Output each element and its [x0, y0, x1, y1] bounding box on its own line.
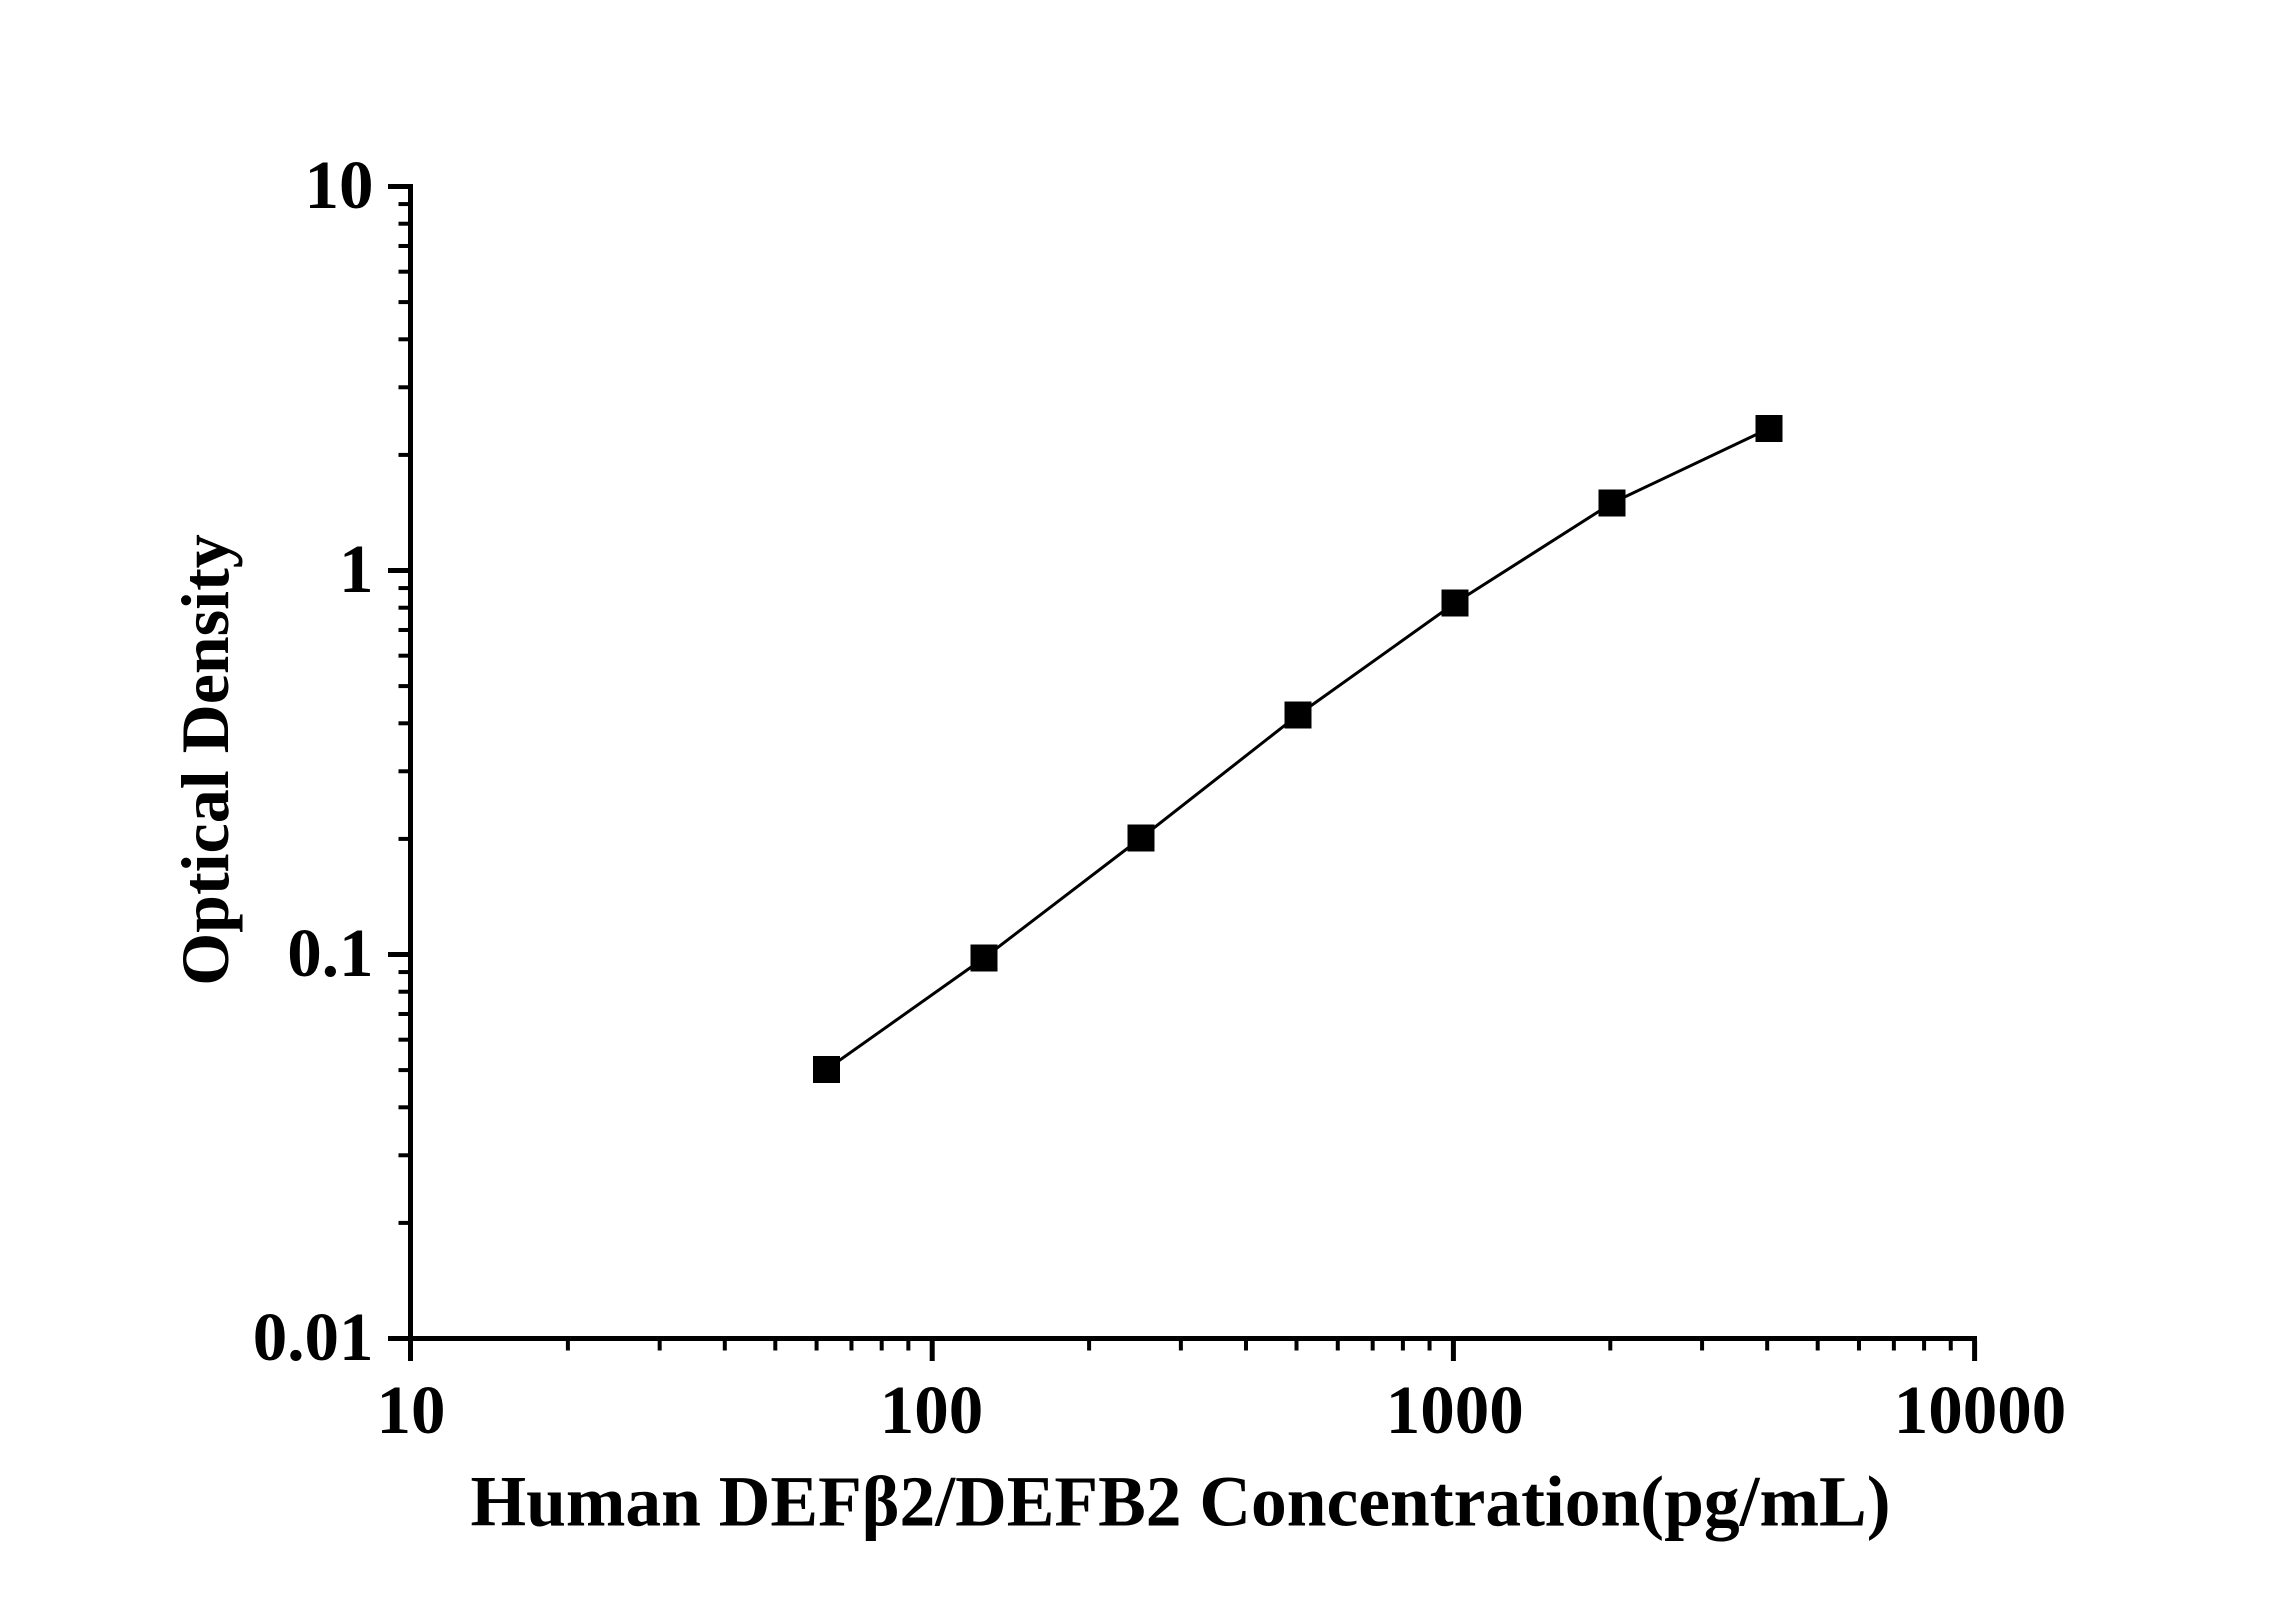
svg-text:1: 1: [339, 531, 374, 607]
svg-text:10000: 10000: [1894, 1372, 2067, 1448]
svg-text:Optical Density: Optical Density: [167, 534, 243, 985]
svg-text:0.1: 0.1: [287, 915, 373, 991]
svg-text:0.01: 0.01: [253, 1299, 374, 1375]
svg-text:10: 10: [305, 147, 374, 223]
svg-text:10: 10: [377, 1372, 446, 1448]
svg-text:1000: 1000: [1386, 1372, 1524, 1448]
svg-text:Human DEFβ2/DEFB2 Concentratio: Human DEFβ2/DEFB2 Concentration(pg/mL): [470, 1463, 1890, 1542]
svg-text:100: 100: [880, 1372, 984, 1448]
